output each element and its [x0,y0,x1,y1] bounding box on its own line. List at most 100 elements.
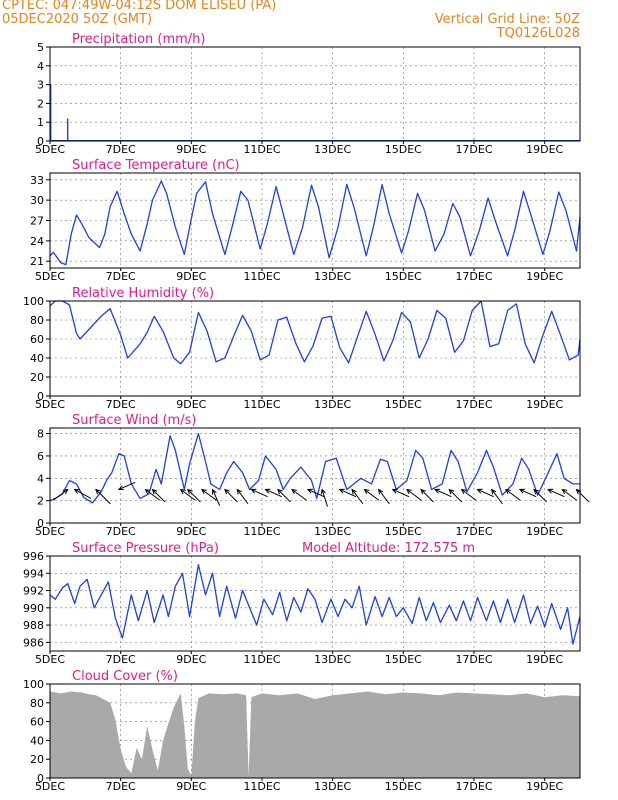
y-tick-label: 986 [23,636,44,649]
temp-series-line [49,180,581,266]
y-tick-label: 60 [30,333,44,346]
wind-arrow [118,481,136,490]
panel-title: Precipitation (mm/h) [72,32,205,47]
header-left-line1: CPTEC: 047:49W-04:12S DOM ELISEU (PA) [2,0,277,13]
x-tick-label: 11DEC [243,143,280,156]
y-tick-label: 3 [37,79,44,92]
wind-arrow-head [291,488,297,495]
y-tick-label: 996 [23,550,44,563]
wind-arrow-head [476,488,483,494]
wind-arrow-head [73,488,80,494]
wind-arrow-head [391,488,398,494]
y-tick-label: 8 [37,428,44,441]
x-tick-label: 7DEC [106,398,136,411]
wind-series-line [49,432,580,504]
wind-arrow-head [460,488,467,495]
y-tick-label: 4 [37,472,44,485]
panel-precip: 0 1 2 3 4 5 5DEC 7DEC 9DEC 11DEC 13DEC 15DEC 17DEC 19… [35,32,581,156]
x-tick-label: 17DEC [455,525,492,538]
wind-arrow [201,489,217,501]
wind-arrow-head [320,488,326,495]
wind-arrow [265,489,282,498]
x-tick-label: 9DEC [176,398,206,411]
plot-frame [49,427,581,524]
x-tick-label: 5DEC [35,398,65,411]
wind-arrow [547,489,565,498]
x-tick-label: 19DEC [526,143,563,156]
wind-arrow [236,489,249,505]
panel-title: Relative Humidity (%) [72,286,214,301]
x-tick-label: 9DEC [176,143,206,156]
x-tick-label: 7DEC [106,270,136,283]
y-tick-label: 4 [37,60,44,73]
wind-arrow-head [491,488,497,495]
y-tick-label: 2 [37,495,44,508]
x-tick-label: 13DEC [314,270,351,283]
wind-arrow [224,489,238,503]
plot-frame [49,555,581,652]
x-tick-label: 11DEC [243,270,280,283]
y-tick-label: 30 [30,194,44,207]
wind-arrow [95,489,111,505]
panel-annotation: Model Altitude: 172.575 m [302,541,475,556]
x-tick-label: 5DEC [35,143,65,156]
header-left-line2: 05DEC2020 50Z (GMT) [2,12,153,27]
x-tick-label: 5DEC [35,653,65,666]
wind-arrow [576,489,590,503]
y-tick-label: 5 [37,41,44,54]
wind-arrow [392,489,410,498]
x-tick-label: 7DEC [106,525,136,538]
y-tick-label: 80 [30,314,44,327]
panel-temp: 21 24 27 30 33 5DEC 7DEC 9DEC 11DEC 13DEC 15DEC 17D… [30,158,581,283]
y-tick-label: 80 [30,697,44,710]
x-tick-label: 15DEC [385,270,422,283]
wind-arrow-head [448,488,455,495]
wind-arrow [491,489,503,505]
x-tick-label: 9DEC [176,525,206,538]
x-tick-label: 11DEC [243,780,280,793]
wind-arrow [277,489,291,503]
wind-arrow [434,489,452,498]
panel-wind: 0 2 4 6 8 5DEC 7DEC 9DEC 11DEC 13DEC 15DEC 17DEC 19D… [35,413,590,538]
x-tick-label: 11DEC [243,653,280,666]
wind-arrow-head [351,488,357,495]
y-tick-label: 21 [30,255,44,268]
wind-arrow-head [547,488,554,494]
wind-arrow [533,489,548,503]
wind-arrow-head [224,488,230,495]
wind-arrow [378,489,390,505]
y-tick-label: 20 [30,371,44,384]
wind-arrow-head [504,488,511,495]
y-tick-label: 100 [23,295,44,308]
wind-arrow-head [377,488,384,495]
x-tick-label: 19DEC [526,525,563,538]
wind-arrow [321,489,328,507]
wind-arrow-head [533,488,539,495]
y-tick-label: 40 [30,734,44,747]
x-tick-label: 5DEC [35,525,65,538]
wind-arrow [251,489,268,498]
x-tick-label: 17DEC [455,653,492,666]
wind-arrow [152,489,166,503]
header-right-line1: Vertical Grid Line: 50Z [434,12,580,27]
wind-arrow-head [420,488,426,495]
x-tick-label: 9DEC [176,653,206,666]
wind-arrow [562,489,578,501]
header-right-line2: TQ0126L028 [496,26,580,41]
x-tick-label: 11DEC [243,525,280,538]
panel-title: Surface Temperature (nC) [72,158,240,173]
wind-arrow-head [434,488,441,494]
wind-arrow-head [62,488,69,495]
x-tick-label: 17DEC [455,270,492,283]
wind-arrow-head [144,488,151,495]
y-tick-label: 24 [30,235,44,248]
y-tick-label: 1 [37,116,44,129]
panel-rh: 0 20 40 60 80 100 5DEC 7DEC 9DEC 11DEC 13DEC 15DEC 1… [23,286,581,411]
x-tick-label: 17DEC [455,780,492,793]
wind-arrow-head [186,488,193,495]
wind-arrow-head [151,488,158,495]
x-tick-label: 7DEC [106,143,136,156]
wind-arrow [448,489,463,503]
wind-arrow-head [264,488,271,494]
